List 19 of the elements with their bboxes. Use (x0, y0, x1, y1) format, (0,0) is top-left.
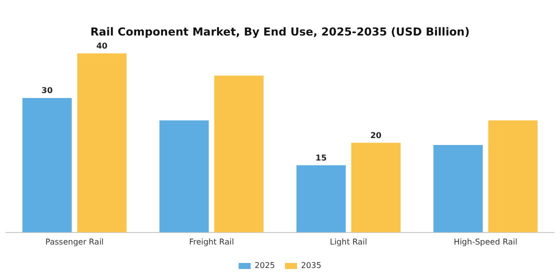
x-tick-label: Freight Rail (189, 237, 234, 246)
bar (77, 53, 127, 232)
bar (22, 98, 72, 232)
data-label: 30 (42, 86, 54, 96)
bar (488, 120, 538, 232)
chart-title: Rail Component Market, By End Use, 2025-2035 (USD Billion) (90, 25, 470, 38)
data-label: 20 (370, 130, 382, 140)
x-tick-label: Passenger Rail (45, 237, 104, 246)
bar (351, 142, 401, 232)
x-tick-label: High-Speed Rail (454, 237, 518, 246)
bar (296, 165, 346, 232)
legend-label: 2035 (301, 261, 322, 270)
data-label: 40 (96, 41, 108, 50)
x-tick-label: Light Rail (330, 237, 368, 246)
bar (433, 145, 483, 232)
data-label: 15 (316, 153, 328, 162)
legend-label: 2025 (254, 261, 275, 270)
bar (159, 120, 209, 232)
bar (214, 76, 264, 232)
